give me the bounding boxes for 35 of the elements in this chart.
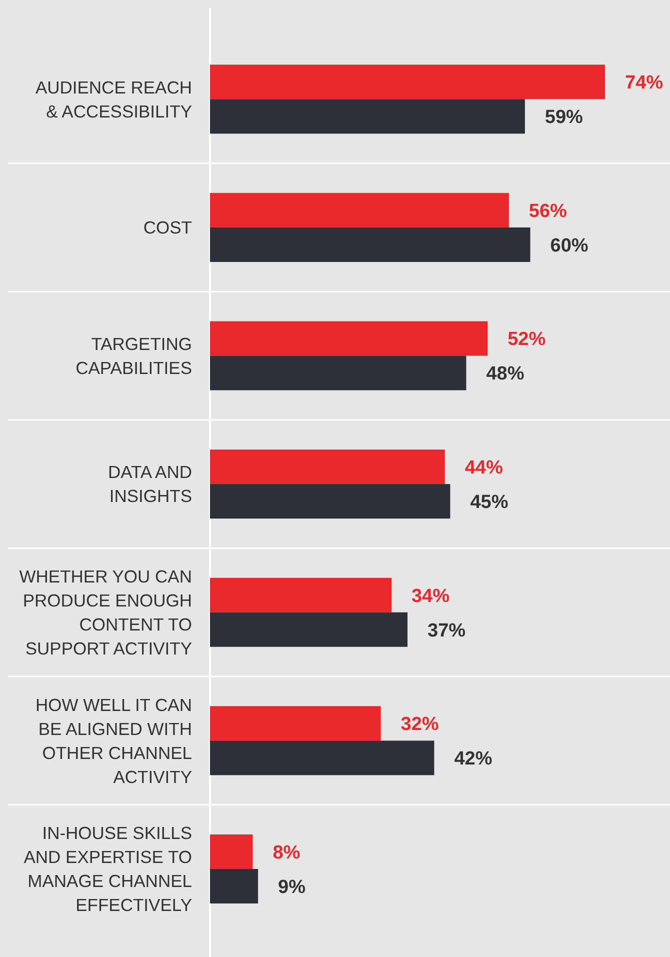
bar (210, 321, 488, 356)
y-tick-label: IN-HOUSE SKILLS AND EXPERTISE TO MANAGE CHANNEL EFFECTIVELY (24, 823, 192, 916)
bar (210, 834, 253, 869)
data-label: 52% (508, 329, 546, 350)
data-label: 60% (550, 235, 588, 256)
data-label: 44% (464, 457, 503, 478)
y-tick-label: HOW WELL IT CAN BE ALIGNED WITH OTHER CHANNEL ACTIVITY (35, 694, 192, 787)
bar (210, 227, 530, 262)
y-tick-label: WHETHER YOU CAN PRODUCE ENOUGH CONTENT TO SUPPORT ACTIVITY (19, 566, 192, 658)
y-tick-label: TARGETING CAPABILITIES (76, 334, 192, 378)
data-label: 74% (625, 72, 664, 94)
data-label: 59% (544, 107, 584, 128)
y-tick-label: DATA AND INSIGHTS (108, 462, 192, 506)
data-label: 32% (400, 714, 439, 736)
data-label: 48% (486, 364, 524, 385)
bar (210, 64, 605, 100)
bar (210, 740, 434, 776)
bar (210, 99, 525, 134)
data-label: 37% (428, 620, 466, 642)
data-label: 34% (411, 586, 450, 607)
bar (210, 356, 466, 390)
data-label: 8% (272, 842, 300, 864)
data-label: 9% (278, 876, 306, 898)
bar (210, 192, 509, 228)
bar (210, 484, 450, 519)
bar (210, 450, 445, 484)
y-tick-label: AUDIENCE REACH & ACCESSIBILITY (35, 77, 192, 122)
bar (210, 578, 392, 612)
bar (210, 706, 381, 741)
data-label: 45% (470, 492, 508, 513)
data-label: 42% (454, 748, 492, 770)
data-label: 56% (528, 200, 568, 222)
y-tick-label: COST (143, 218, 192, 238)
bar (210, 868, 258, 904)
bar (210, 612, 408, 647)
